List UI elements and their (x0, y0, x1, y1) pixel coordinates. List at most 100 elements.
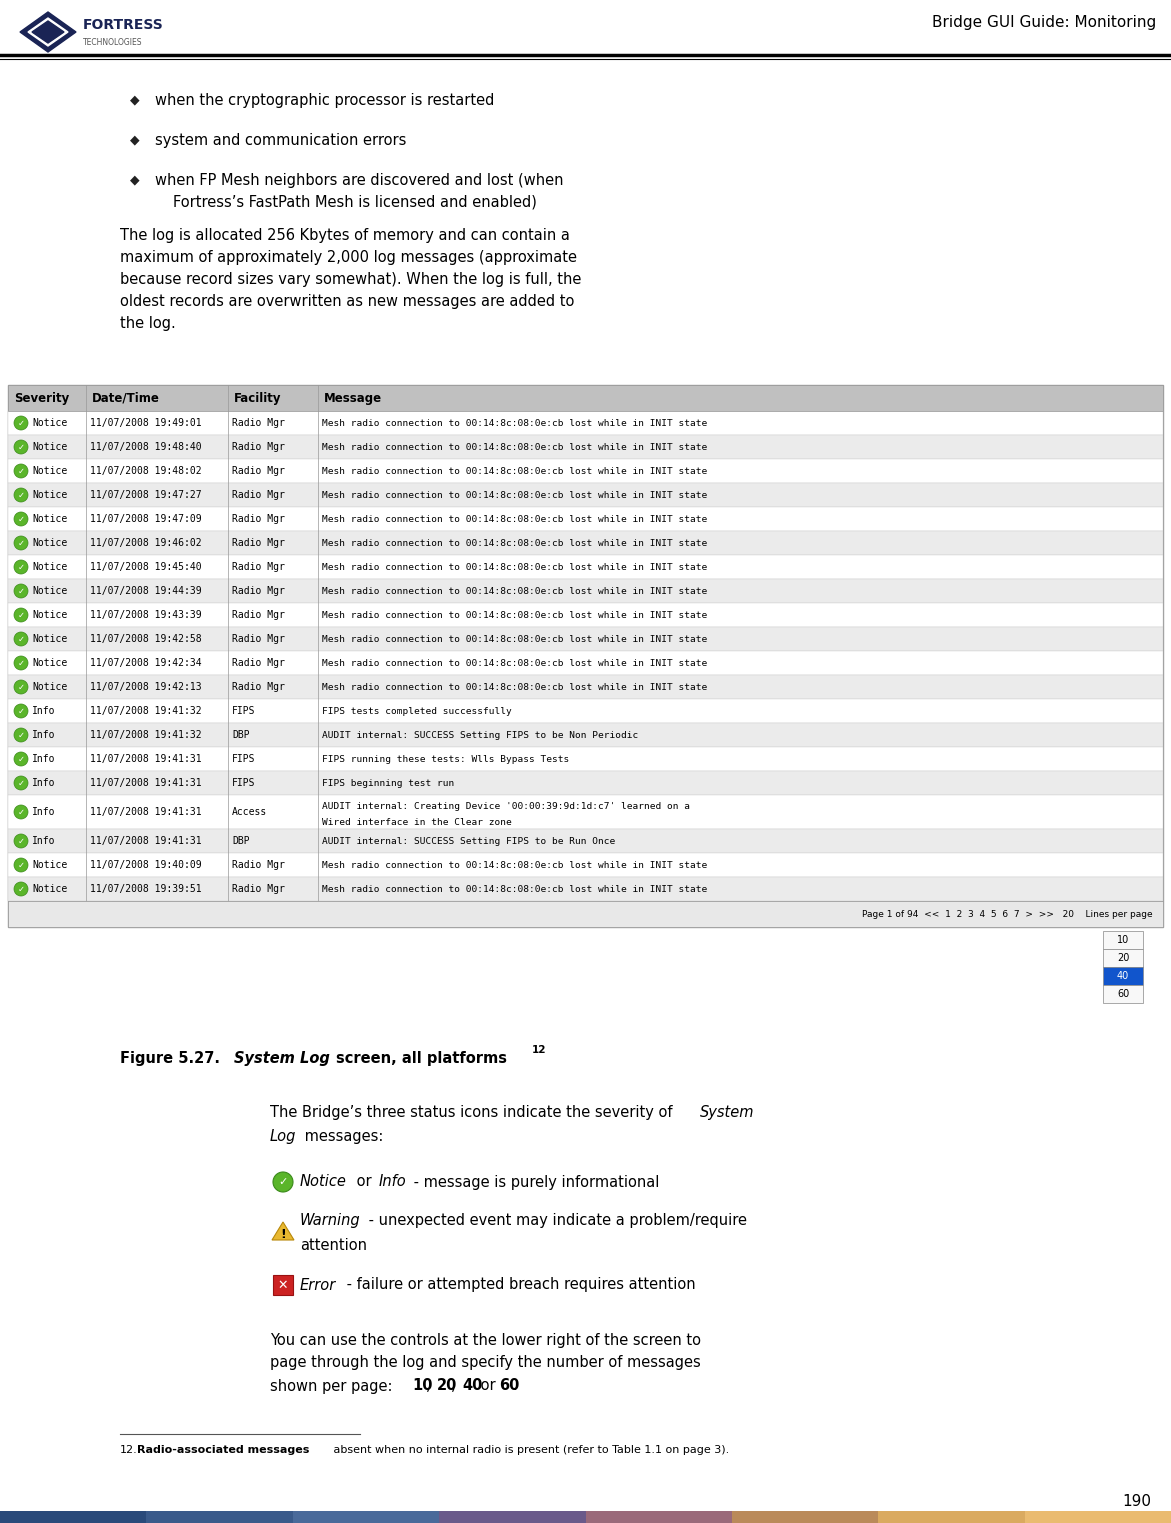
Text: Notice: Notice (32, 417, 67, 428)
Text: FIPS tests completed successfully: FIPS tests completed successfully (322, 707, 512, 716)
Text: when the cryptographic processor is restarted: when the cryptographic processor is rest… (155, 93, 494, 108)
Text: ,: , (425, 1378, 434, 1394)
Text: Radio Mgr: Radio Mgr (232, 860, 285, 870)
Text: DBP: DBP (232, 836, 249, 845)
Text: or: or (352, 1174, 376, 1189)
Text: 11/07/2008 19:41:32: 11/07/2008 19:41:32 (90, 707, 201, 716)
Bar (8, 579, 1163, 603)
Text: 11/07/2008 19:43:39: 11/07/2008 19:43:39 (90, 611, 201, 620)
Text: 11/07/2008 19:40:09: 11/07/2008 19:40:09 (90, 860, 201, 870)
Text: Info: Info (32, 754, 55, 765)
Circle shape (14, 487, 28, 503)
Circle shape (14, 465, 28, 478)
Text: ✓: ✓ (18, 778, 25, 787)
Circle shape (14, 440, 28, 454)
Text: Mesh radio connection to 00:14:8c:08:0e:cb lost while in INIT state: Mesh radio connection to 00:14:8c:08:0e:… (322, 682, 707, 691)
Text: ✓: ✓ (18, 419, 25, 428)
Text: oldest records are overwritten as new messages are added to: oldest records are overwritten as new me… (119, 294, 574, 309)
Text: ✓: ✓ (18, 754, 25, 763)
Text: 12: 12 (532, 1045, 547, 1055)
Text: 12.: 12. (119, 1445, 138, 1454)
Text: absent when no internal radio is present (refer to Table 1.1 on page 3).: absent when no internal radio is present… (330, 1445, 730, 1454)
Text: Log: Log (271, 1130, 296, 1144)
Text: The Bridge’s three status icons indicate the severity of: The Bridge’s three status icons indicate… (271, 1106, 677, 1121)
Text: Fortress’s FastPath Mesh is licensed and enabled): Fortress’s FastPath Mesh is licensed and… (173, 195, 536, 210)
Text: Mesh radio connection to 00:14:8c:08:0e:cb lost while in INIT state: Mesh radio connection to 00:14:8c:08:0e:… (322, 586, 707, 595)
Text: messages:: messages: (300, 1130, 383, 1144)
Circle shape (14, 656, 28, 670)
Text: screen, all platforms: screen, all platforms (336, 1051, 507, 1066)
Text: ✓: ✓ (18, 682, 25, 691)
Text: 11/07/2008 19:42:13: 11/07/2008 19:42:13 (90, 682, 201, 691)
Text: Info: Info (32, 807, 55, 816)
Text: Mesh radio connection to 00:14:8c:08:0e:cb lost while in INIT state: Mesh radio connection to 00:14:8c:08:0e:… (322, 562, 707, 571)
Text: Radio Mgr: Radio Mgr (232, 611, 285, 620)
Bar (8, 902, 1163, 928)
Text: Mesh radio connection to 00:14:8c:08:0e:cb lost while in INIT state: Mesh radio connection to 00:14:8c:08:0e:… (322, 490, 707, 500)
Bar (8, 436, 1163, 458)
Bar (8, 507, 1163, 532)
Text: The log is allocated 256 Kbytes of memory and can contain a: The log is allocated 256 Kbytes of memor… (119, 227, 570, 242)
Text: 40: 40 (1117, 972, 1129, 981)
Text: ,: , (451, 1378, 460, 1394)
Bar (439, 1511, 586, 1523)
Text: System Log: System Log (234, 1051, 330, 1066)
Text: 11/07/2008 19:47:09: 11/07/2008 19:47:09 (90, 513, 201, 524)
Bar (1103, 931, 1143, 949)
Polygon shape (272, 1221, 294, 1240)
Text: ✓: ✓ (18, 807, 25, 816)
Bar (1025, 1511, 1171, 1523)
Circle shape (14, 806, 28, 819)
Bar (8, 554, 1163, 579)
Text: Notice: Notice (32, 634, 67, 644)
Text: Mesh radio connection to 00:14:8c:08:0e:cb lost while in INIT state: Mesh radio connection to 00:14:8c:08:0e:… (322, 443, 707, 451)
Text: AUDIT internal: SUCCESS Setting FIPS to be Non Periodic: AUDIT internal: SUCCESS Setting FIPS to … (322, 731, 638, 740)
Text: Error: Error (300, 1278, 336, 1293)
Text: Radio Mgr: Radio Mgr (232, 634, 285, 644)
Text: Date/Time: Date/Time (93, 391, 160, 405)
Text: Notice: Notice (32, 682, 67, 691)
Text: Page 1 of 94  <<  1  2  3  4  5  6  7  >  >>   20    Lines per page: Page 1 of 94 << 1 2 3 4 5 6 7 > >> 20 Li… (862, 909, 1153, 918)
Text: 11/07/2008 19:46:02: 11/07/2008 19:46:02 (90, 538, 201, 548)
Bar (8, 411, 1163, 436)
Text: Radio Mgr: Radio Mgr (232, 466, 285, 477)
Text: 11/07/2008 19:48:40: 11/07/2008 19:48:40 (90, 442, 201, 452)
Text: ◆: ◆ (130, 93, 139, 107)
Text: Radio Mgr: Radio Mgr (232, 562, 285, 573)
Text: Mesh radio connection to 00:14:8c:08:0e:cb lost while in INIT state: Mesh radio connection to 00:14:8c:08:0e:… (322, 860, 707, 870)
Text: FORTRESS: FORTRESS (83, 18, 164, 32)
Text: AUDIT internal: Creating Device '00:00:39:9d:1d:c7' learned on a: AUDIT internal: Creating Device '00:00:3… (322, 801, 690, 810)
Bar (1103, 985, 1143, 1004)
Text: Mesh radio connection to 00:14:8c:08:0e:cb lost while in INIT state: Mesh radio connection to 00:14:8c:08:0e:… (322, 635, 707, 644)
Text: Notice: Notice (32, 513, 67, 524)
Circle shape (14, 777, 28, 790)
Text: - message is purely informational: - message is purely informational (409, 1174, 659, 1189)
Text: AUDIT internal: SUCCESS Setting FIPS to be Run Once: AUDIT internal: SUCCESS Setting FIPS to … (322, 836, 615, 845)
Text: 40: 40 (463, 1378, 482, 1394)
Bar (732, 1511, 878, 1523)
Circle shape (14, 882, 28, 896)
Text: 60: 60 (499, 1378, 520, 1394)
Circle shape (14, 536, 28, 550)
Text: Figure 5.27.: Figure 5.27. (119, 1051, 231, 1066)
Text: 11/07/2008 19:47:27: 11/07/2008 19:47:27 (90, 490, 201, 500)
Text: 10: 10 (1117, 935, 1129, 944)
Text: Notice: Notice (32, 442, 67, 452)
Bar (8, 877, 1163, 902)
Text: Mesh radio connection to 00:14:8c:08:0e:cb lost while in INIT state: Mesh radio connection to 00:14:8c:08:0e:… (322, 419, 707, 428)
Text: when FP Mesh neighbors are discovered and lost (when: when FP Mesh neighbors are discovered an… (155, 172, 563, 187)
Bar (586, 1511, 732, 1523)
Bar (8, 603, 1163, 627)
Text: ◆: ◆ (130, 174, 139, 186)
Circle shape (14, 752, 28, 766)
Circle shape (14, 857, 28, 873)
Text: the log.: the log. (119, 315, 176, 330)
Text: FIPS: FIPS (232, 754, 255, 765)
Text: Info: Info (32, 836, 55, 845)
Text: 11/07/2008 19:42:34: 11/07/2008 19:42:34 (90, 658, 201, 669)
Circle shape (14, 632, 28, 646)
Text: 11/07/2008 19:49:01: 11/07/2008 19:49:01 (90, 417, 201, 428)
Bar (878, 1511, 1025, 1523)
Text: 11/07/2008 19:42:58: 11/07/2008 19:42:58 (90, 634, 201, 644)
Text: ✓: ✓ (279, 1177, 288, 1186)
